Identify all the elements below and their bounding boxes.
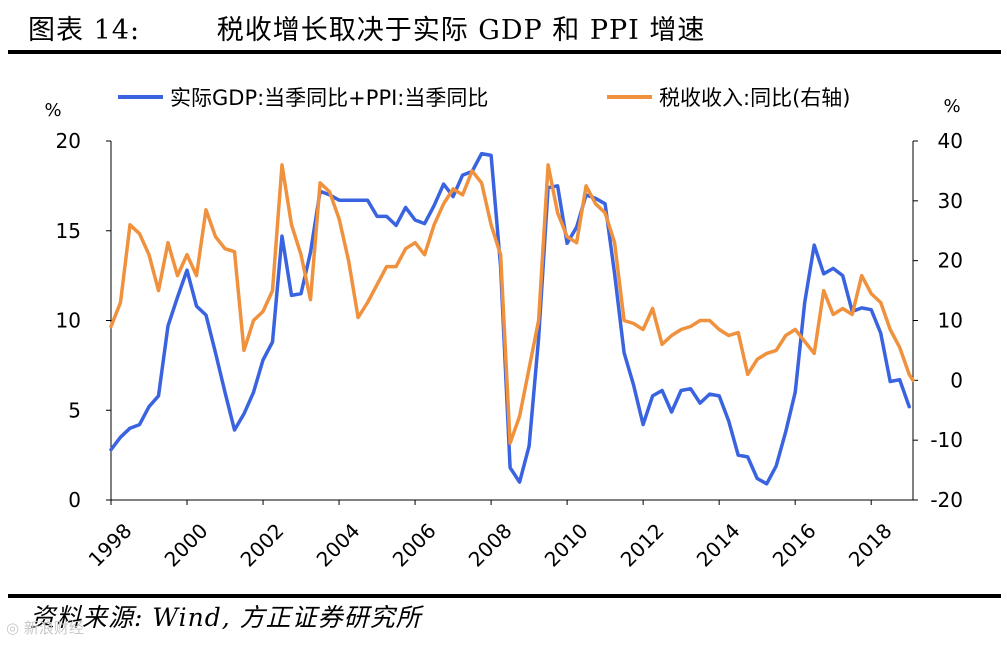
left-y-tick-label: 15 bbox=[56, 219, 81, 243]
x-tick-label: 2014 bbox=[692, 519, 745, 572]
x-tick-label: 2016 bbox=[768, 519, 821, 572]
right-y-tick-label: 40 bbox=[938, 129, 963, 153]
bottom-rule bbox=[8, 594, 1001, 598]
x-tick-label: 2010 bbox=[540, 519, 593, 572]
x-tick-label: 1998 bbox=[84, 519, 137, 572]
series-line-gdp-ppi bbox=[109, 151, 911, 486]
x-tick-label: 2004 bbox=[312, 519, 365, 572]
right-y-unit-label: % bbox=[943, 96, 960, 117]
right-y-tick-label: -10 bbox=[930, 428, 963, 452]
chart-lines bbox=[109, 151, 915, 486]
left-y-tick-label: 5 bbox=[68, 398, 81, 422]
x-tick-label: 2000 bbox=[160, 519, 213, 572]
legend-label-tax-revenue: 税收收入:同比(右轴) bbox=[659, 86, 850, 110]
series-line-tax-revenue bbox=[109, 163, 915, 445]
right-y-tick-label: -20 bbox=[930, 488, 963, 512]
legend-label-gdp-ppi: 实际GDP:当季同比+PPI:当季同比 bbox=[170, 86, 488, 110]
right-y-tick-label: 30 bbox=[938, 189, 963, 213]
x-tick-label: 2006 bbox=[388, 519, 441, 572]
x-tick-label: 2018 bbox=[844, 519, 897, 572]
right-y-tick-label: 10 bbox=[938, 309, 963, 333]
left-y-unit-label: % bbox=[44, 100, 61, 121]
figure-title: 图表 14: 税收增长取决于实际 GDP 和 PPI 增速 bbox=[28, 15, 706, 46]
left-y-tick-label: 0 bbox=[68, 488, 81, 512]
right-y-tick-label: 0 bbox=[950, 368, 963, 392]
x-tick-label: 2008 bbox=[464, 519, 517, 572]
left-y-tick-label: 10 bbox=[56, 309, 81, 333]
left-y-tick-label: 20 bbox=[56, 129, 81, 153]
source-note: 资料来源: Wind, 方正证券研究所 bbox=[30, 603, 422, 632]
x-tick-label: 2002 bbox=[236, 519, 289, 572]
x-tick-label: 2012 bbox=[616, 519, 669, 572]
top-rule bbox=[8, 50, 1001, 54]
watermark: ◎ 新浪财经 bbox=[6, 619, 84, 637]
chart-legend: 实际GDP:当季同比+PPI:当季同比 税收收入:同比(右轴) bbox=[118, 86, 850, 110]
right-y-tick-label: 20 bbox=[938, 249, 963, 273]
